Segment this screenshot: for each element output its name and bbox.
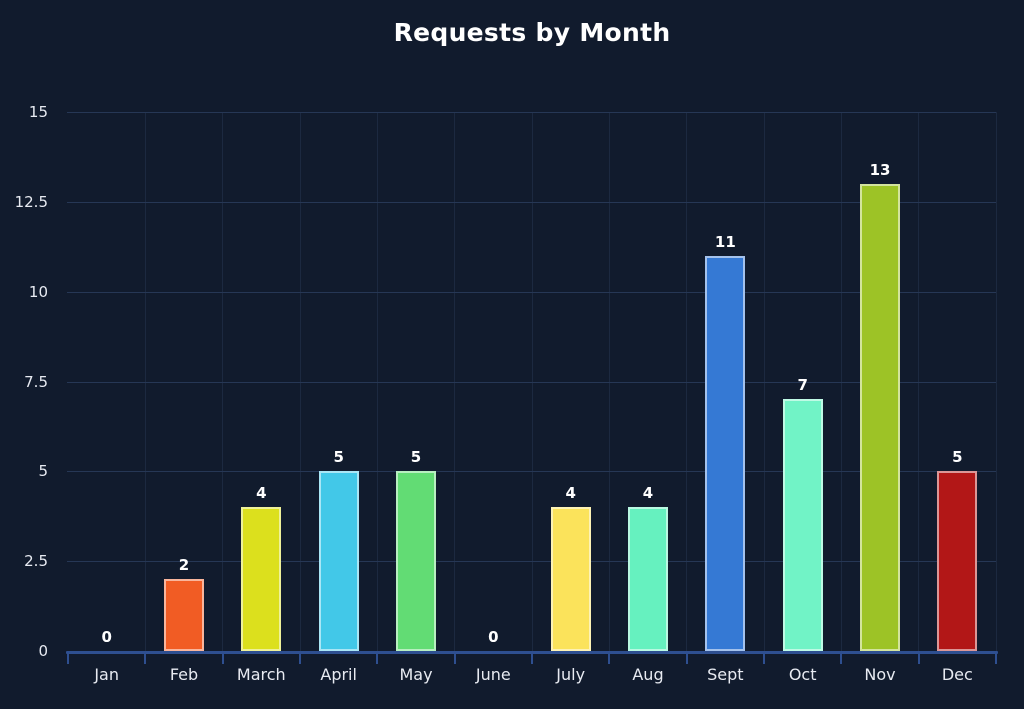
x-tick-label: July [556,665,586,684]
bar-value-label: 13 [869,160,891,179]
x-axis-tick [376,654,379,664]
x-axis-tick [453,654,456,664]
x-tick-label: Oct [788,665,817,684]
bar-july [550,507,591,651]
y-tick-label: 15 [28,103,48,122]
bar-value-label: 0 [101,628,112,646]
x-axis-tick [608,654,611,664]
bar-dec [937,471,978,651]
x-tick-label: Feb [169,665,199,684]
bar-value-label: 11 [714,232,736,251]
x-axis-tick [917,654,920,664]
x-tick-label: Jan [94,665,119,684]
bar-value-label: 0 [488,628,499,646]
horizontal-gridline [67,471,996,473]
x-axis-tick [67,654,69,664]
bar-oct [782,399,823,651]
chart-title: Requests by Month [393,18,671,47]
x-axis-tick [221,654,224,664]
bar-april [318,471,359,651]
bar-nov [860,183,900,651]
x-axis-tick [840,654,843,664]
vertical-gridline [995,112,997,651]
x-tick-label: Sept [707,665,744,684]
bar-value-label: 5 [952,448,963,467]
y-tick-label: 0 [38,642,48,660]
x-tick-label: May [399,665,433,684]
y-tick-label: 2.5 [24,552,48,571]
x-axis-tick [995,654,997,664]
bar-march [241,507,282,651]
horizontal-gridline [67,291,996,293]
bar-value-label: 2 [178,556,190,575]
horizontal-gridline [67,201,996,203]
y-tick-label: 12.5 [14,192,48,211]
bar-value-label: 7 [797,376,808,395]
x-axis-tick [763,654,765,664]
bar-value-label: 5 [410,448,422,467]
x-tick-label: June [475,665,511,684]
bar-feb [164,579,204,651]
bar-value-label: 5 [333,448,344,467]
bar-value-label: 4 [642,484,654,503]
x-axis-line [66,651,998,654]
y-tick-label: 10 [28,282,48,301]
x-tick-label: Aug [632,665,664,684]
bar-value-label: 4 [565,484,576,503]
x-tick-label: April [320,665,357,684]
y-tick-label: 5 [38,462,48,481]
x-tick-label: March [236,665,286,684]
x-axis-tick [144,654,147,664]
horizontal-gridline [67,112,996,114]
bar-aug [628,507,668,651]
x-axis-tick [531,654,533,664]
bar-may [396,471,436,651]
bar-value-label: 4 [256,484,267,503]
horizontal-gridline [67,561,996,563]
y-tick-label: 7.5 [24,372,48,391]
x-axis-tick [685,654,688,664]
x-tick-label: Dec [941,665,973,684]
x-tick-label: Nov [864,665,896,684]
horizontal-gridline [67,381,996,383]
bar-sept [705,255,746,651]
x-axis-tick [299,654,301,664]
